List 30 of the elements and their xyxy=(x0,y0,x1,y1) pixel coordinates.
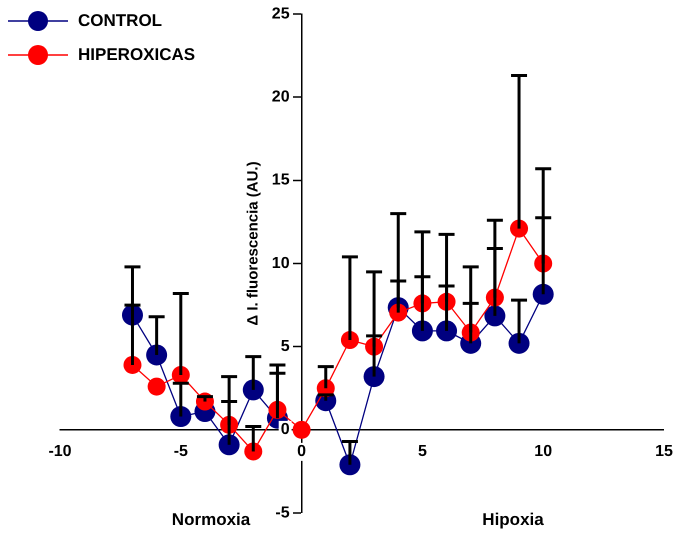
x-tick-label: -5 xyxy=(174,443,188,460)
annotation: Normoxia xyxy=(172,510,251,529)
y-tick-label: 15 xyxy=(272,172,290,189)
point xyxy=(508,332,530,354)
point xyxy=(412,320,433,342)
point xyxy=(146,344,168,366)
y-tick-label: 20 xyxy=(272,88,290,106)
point xyxy=(339,454,360,476)
point xyxy=(532,284,554,305)
y-tick-label: 10 xyxy=(272,254,290,272)
legend-label: HIPEROXICAS xyxy=(78,45,196,65)
point xyxy=(148,378,166,396)
point xyxy=(170,406,192,428)
x-tick-label: 10 xyxy=(534,443,552,460)
x-tick-label: 0 xyxy=(297,443,306,460)
point xyxy=(436,320,458,342)
point xyxy=(218,434,240,456)
point xyxy=(242,379,264,400)
y-tick-label: -5 xyxy=(275,504,290,522)
y-tick-label: 25 xyxy=(272,5,290,22)
x-tick-label: -10 xyxy=(48,443,72,460)
annotation: Hipoxia xyxy=(482,510,544,529)
x-tick-label: 5 xyxy=(418,443,427,460)
y-axis-title: Δ I. fluorescencia (AU.) xyxy=(244,161,262,326)
legend-label: CONTROL xyxy=(78,11,162,31)
y-tick-label: 0 xyxy=(280,421,290,438)
y-tick-label: 5 xyxy=(280,338,290,356)
point xyxy=(364,366,385,388)
point xyxy=(292,420,311,439)
x-tick-label: 15 xyxy=(655,443,673,460)
